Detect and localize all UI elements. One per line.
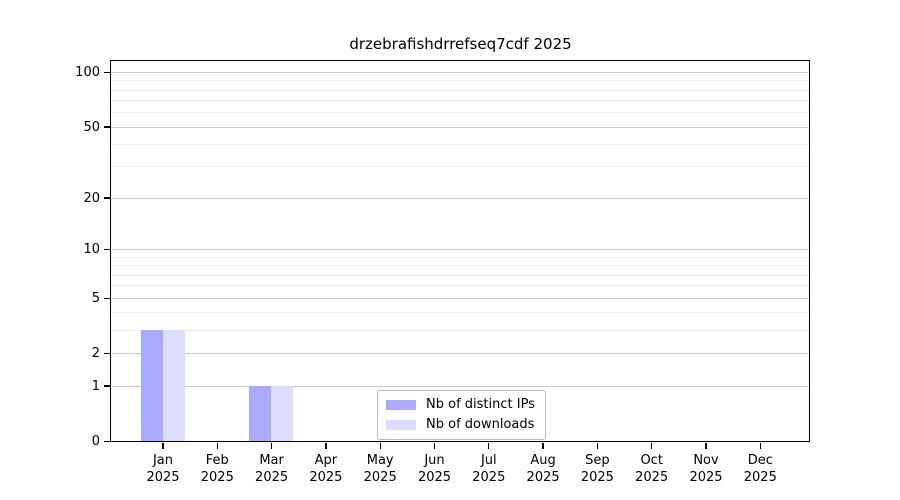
bar-nb-of-downloads-mar [271,385,294,441]
x-tick-year-may: 2025 [363,470,397,485]
legend-item-downloads: Nb of downloads [386,417,535,433]
y-tick-mark-2 [103,353,110,355]
plot-canvas: Nb of distinct IPs Nb of downloads [111,61,809,441]
x-tick-year-dec: 2025 [743,470,777,485]
x-tick-mark-oct [651,443,653,449]
y-tick-mark-1 [103,385,110,387]
y-tick-label-50: 50 [83,119,100,135]
y-tick-label-1: 1 [91,378,100,394]
x-tick-label-feb: Feb 2025 [187,452,247,486]
x-tick-month-sep: Sep [585,453,610,468]
x-tick-label-oct: Oct 2025 [622,452,682,486]
x-tick-label-nov: Nov 2025 [676,452,736,486]
x-tick-year-oct: 2025 [635,470,669,485]
y-tick-mark-5 [103,297,110,299]
x-tick-year-feb: 2025 [200,470,234,485]
x-tick-month-may: May [366,453,394,468]
gridline-minor-3 [111,330,809,332]
gridline-minor-80 [111,89,809,91]
gridline-minor-8 [111,265,809,267]
gridline-minor-90 [111,80,809,82]
chart-title: drzebrafishdrrefseq7cdf 2025 [349,35,572,53]
x-tick-month-dec: Dec [747,453,773,468]
x-tick-month-aug: Aug [530,453,556,468]
x-tick-year-aug: 2025 [526,470,560,485]
gridline-minor-40 [111,144,809,146]
gridline-major-20 [111,197,809,199]
x-tick-month-nov: Nov [693,453,719,468]
x-tick-mark-nov [705,443,707,449]
y-tick-mark-20 [103,197,110,199]
gridline-major-1 [111,385,809,387]
x-tick-mark-dec [759,443,761,449]
x-tick-month-jul: Jul [480,453,497,468]
y-tick-mark-100 [103,71,110,74]
x-tick-label-jul: Jul 2025 [459,452,519,486]
x-tick-mark-aug [542,443,544,449]
gridline-minor-4 [111,312,809,314]
gridline-minor-30 [111,166,809,168]
x-tick-mark-sep [596,443,599,449]
legend-item-distinct-ips: Nb of distinct IPs [386,397,535,413]
legend-swatch-downloads [386,420,416,430]
x-tick-label-dec: Dec 2025 [730,452,790,486]
x-tick-label-jun: Jun 2025 [405,452,465,486]
gridline-major-50 [111,126,809,128]
y-tick-label-0: 0 [91,434,100,449]
x-tick-year-jun: 2025 [417,470,452,485]
gridline-minor-6 [111,285,809,287]
x-tick-month-apr: Apr [314,453,338,468]
x-tick-mark-mar [270,443,273,449]
y-tick-label-5: 5 [91,290,100,306]
gridline-major-2 [111,353,809,355]
gridline-minor-70 [111,100,809,102]
x-tick-year-jul: 2025 [472,470,506,485]
x-tick-mark-jan [162,443,164,449]
x-tick-mark-apr [325,443,327,449]
x-tick-month-jun: Jun [424,453,445,468]
x-tick-label-jan: Jan 2025 [133,452,193,486]
gridline-major-100 [111,72,809,73]
gridline-minor-9 [111,256,809,258]
bar-nb-of-distinct-ips-jan [140,330,163,441]
x-tick-month-jan: Jan [152,453,174,468]
y-tick-label-20: 20 [83,190,100,206]
x-tick-label-sep: Sep 2025 [567,452,627,486]
x-tick-mark-may [379,443,381,449]
legend-label-downloads: Nb of downloads [426,417,535,432]
x-tick-year-mar: 2025 [255,470,289,485]
gridline-minor-7 [111,274,809,276]
legend: Nb of distinct IPs Nb of downloads [377,390,546,440]
x-tick-label-aug: Aug 2025 [513,452,573,486]
y-tick-mark-10 [103,249,110,251]
plot-area: Nb of distinct IPs Nb of downloads [110,60,810,442]
x-tick-label-may: May 2025 [350,452,410,486]
x-tick-month-feb: Feb [205,453,229,468]
x-tick-mark-jul [488,443,490,449]
legend-swatch-distinct-ips [386,400,416,410]
y-tick-mark-50 [103,126,110,128]
x-tick-year-nov: 2025 [689,470,723,485]
x-tick-mark-feb [216,443,218,449]
x-tick-label-mar: Mar 2025 [242,452,302,486]
x-tick-mark-jun [433,443,436,449]
x-tick-year-jan: 2025 [146,470,180,485]
y-tick-mark-0 [103,440,110,443]
x-tick-label-apr: Apr 2025 [296,452,356,486]
x-tick-year-apr: 2025 [309,470,343,485]
gridline-major-5 [111,297,809,299]
y-tick-label-100: 100 [75,65,100,80]
x-tick-month-mar: Mar [259,453,284,468]
y-tick-label-10: 10 [83,242,100,258]
x-tick-month-oct: Oct [640,453,663,468]
bar-nb-of-downloads-jan [162,330,185,441]
bar-nb-of-distinct-ips-mar [249,385,272,441]
gridline-minor-60 [111,112,809,114]
x-tick-year-sep: 2025 [580,470,614,485]
gridline-major-10 [111,249,809,251]
legend-label-distinct-ips: Nb of distinct IPs [426,397,535,412]
y-tick-label-2: 2 [91,346,100,362]
